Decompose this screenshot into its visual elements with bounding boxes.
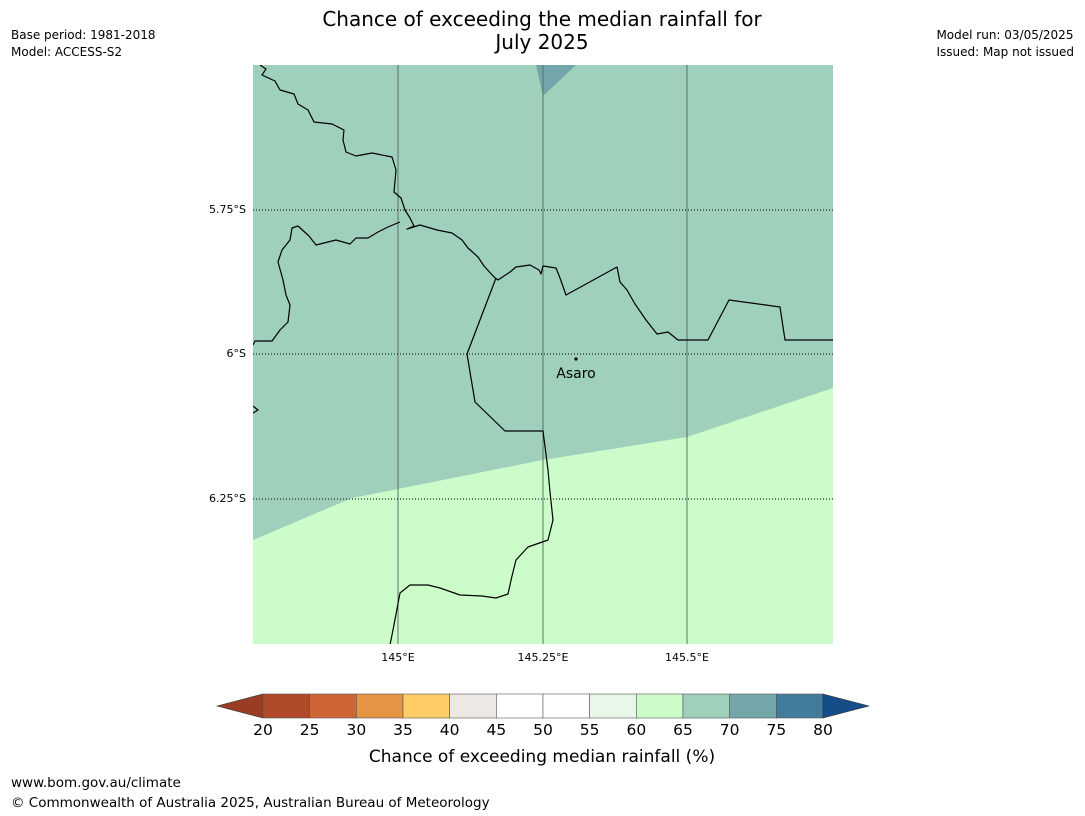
lat-label-5-75s: 5.75°S: [209, 203, 246, 216]
map-title: Chance of exceeding the median rainfall …: [242, 8, 842, 54]
colorbar-segment: [262, 693, 310, 719]
colorbar-segment: [542, 693, 590, 719]
issued-status: Issued: Map not issued: [936, 45, 1074, 59]
lon-label-145-5e: 145.5°E: [665, 651, 709, 664]
map-panel: Asaro: [253, 65, 833, 644]
colorbar-tick-label: 75: [766, 721, 786, 739]
asaro-marker: [574, 357, 578, 361]
title-line-1: Chance of exceeding the median rainfall …: [322, 7, 762, 31]
colorbar-segment: [636, 693, 684, 719]
model-run: Model run: 03/05/2025: [936, 28, 1074, 42]
meta-right: Model run: 03/05/2025 Issued: Map not is…: [936, 27, 1074, 61]
colorbar-segment: [729, 693, 777, 719]
colorbar-tick-label: 25: [300, 721, 320, 739]
colorbar-tick-label: 40: [440, 721, 460, 739]
colorbar-tick-label: 20: [253, 721, 273, 739]
colorbar-tick-label: 80: [813, 721, 833, 739]
colorbar-tick-label: 50: [533, 721, 553, 739]
colorbar: 20 25 30 35 40 45 50 55 60 65 70 75 80 Chance of exc…: [215, 693, 871, 767]
colorbar-tick-label: 35: [393, 721, 413, 739]
colorbar-segment: [496, 693, 544, 719]
colorbar-segment: [402, 693, 450, 719]
lon-label-145e: 145°E: [381, 651, 414, 664]
lon-label-145-25e: 145.25°E: [518, 651, 569, 664]
colorbar-segment: [776, 693, 824, 719]
model-name: Model: ACCESS-S2: [11, 45, 123, 59]
footer-url: www.bom.gov.au/climate: [11, 775, 181, 791]
colorbar-under-arrow: [215, 693, 264, 719]
lat-label-6s: 6°S: [227, 347, 246, 360]
colorbar-tick-label: 45: [486, 721, 506, 739]
asaro-label: Asaro: [556, 366, 595, 382]
colorbar-tick-label: 60: [626, 721, 646, 739]
province-boundaries: [253, 65, 833, 644]
footer-copyright: © Commonwealth of Australia 2025, Austra…: [11, 795, 490, 811]
colorbar-segment: [589, 693, 637, 719]
region-70-75-band: [536, 65, 576, 96]
colorbar-segment: [309, 693, 357, 719]
colorbar-over-arrow: [822, 693, 871, 719]
colorbar-segment: [682, 693, 730, 719]
colorbar-tick-label: 55: [580, 721, 600, 739]
lat-label-6-25s: 6.25°S: [209, 492, 246, 505]
base-period: Base period: 1981-2018: [11, 28, 156, 42]
colorbar-label: Chance of exceeding median rainfall (%): [369, 747, 715, 767]
colorbar-segment: [449, 693, 497, 719]
colorbar-segments: [262, 693, 824, 719]
colorbar-tick-label: 70: [720, 721, 740, 739]
meta-left: Base period: 1981-2018 Model: ACCESS-S2: [11, 27, 156, 61]
colorbar-ticks: 20 25 30 35 40 45 50 55 60 65 70 75 80: [253, 721, 833, 739]
colorbar-tick-label: 65: [673, 721, 693, 739]
colorbar-tick-label: 30: [346, 721, 366, 739]
colorbar-segment: [356, 693, 404, 719]
title-line-2: July 2025: [495, 30, 589, 54]
